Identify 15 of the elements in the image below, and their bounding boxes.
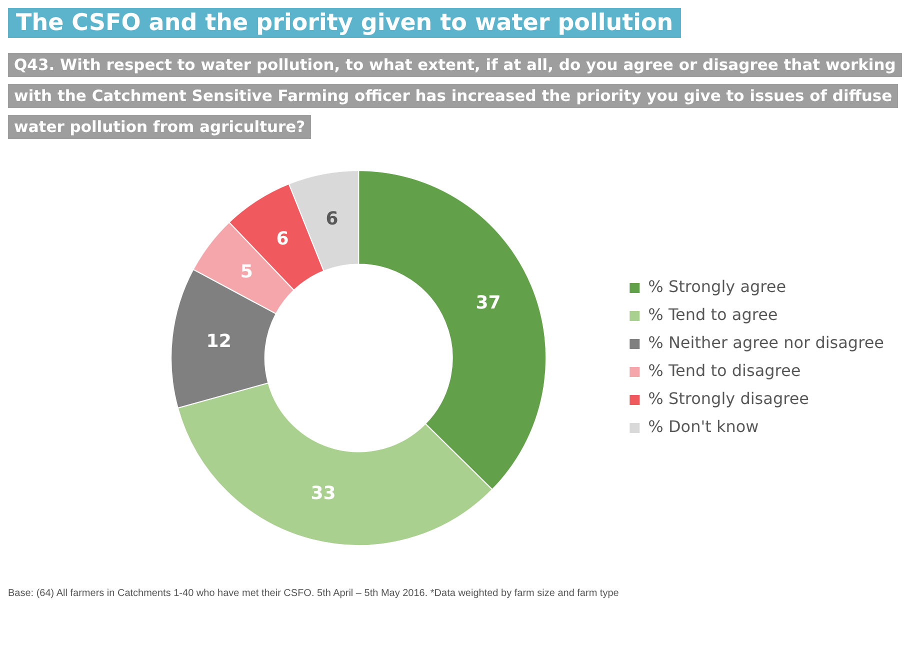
legend-label: % Tend to agree [648,305,778,324]
legend-label: % Tend to disagree [648,361,801,380]
legend-label: % Strongly disagree [648,389,810,408]
data-label: 6 [276,228,289,250]
chart-subtitle: Q43. With respect to water pollution, to what extent, if at all, do you agree or disagree that working with the Catchment Sensitive Farming officer has increased the priority you give to issues of diffuse water pollution from agriculture? [8,53,902,139]
legend-label: % Don't know [648,417,759,436]
data-label: 5 [240,262,253,283]
data-label: 33 [310,482,336,504]
legend-label: % Neither agree nor disagree [648,333,884,352]
text: Base: (64) All farmers in Catchments 1-40 who have met their CSFO. 5th April – 5th May 2016. *Data weighted by farm size and farm type [8,588,619,599]
chart-title: The CSFO and the priority given to water pollution [8,8,682,38]
data-label: 37 [476,292,501,314]
data-label: 12 [206,331,232,352]
legend-label: % Strongly agree [648,277,786,296]
data-label: 6 [326,208,338,230]
